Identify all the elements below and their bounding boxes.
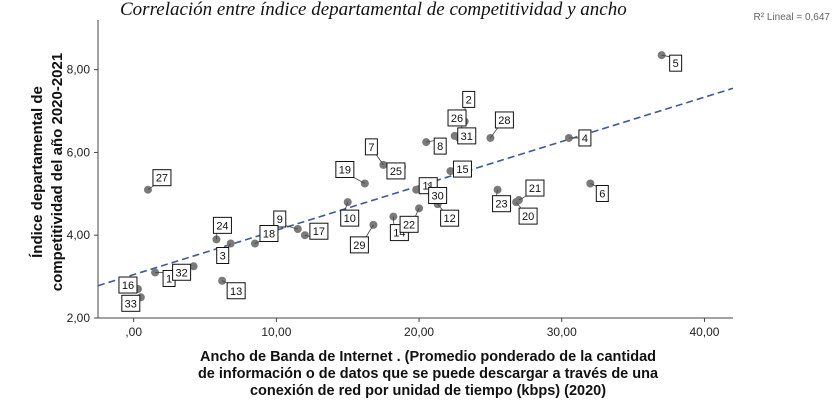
point-label: 9: [277, 214, 283, 226]
point-label: 1: [166, 273, 172, 285]
point-label: 11: [423, 181, 434, 193]
point-label: 7: [368, 142, 374, 154]
point-label-box: [428, 186, 448, 204]
point-label: 20: [522, 211, 534, 223]
point-label-box: [399, 215, 419, 233]
point-label-box: [462, 90, 476, 108]
point-label-box: [226, 282, 246, 300]
point-label-box: [340, 209, 360, 227]
point-label-box: [595, 184, 609, 202]
point-label: 18: [263, 229, 275, 241]
x-tick-label: 30,00: [547, 325, 577, 339]
chart-title: Correlación entre índice departamental d…: [120, 0, 627, 20]
y-tick-label: 2,00: [67, 311, 91, 325]
point-label: 31: [461, 131, 473, 143]
point-label-box: [259, 225, 279, 242]
x-axis-label-line-3: conexión de red por unidad de tiempo (kb…: [250, 383, 606, 399]
point-label-box: [457, 127, 477, 145]
x-tick-label: 10,00: [261, 325, 291, 339]
point-label-box: [118, 276, 138, 294]
point-label-box: [440, 209, 460, 227]
y-axis-label-line-2: competitividad del año 2020-2021: [49, 53, 66, 291]
y-tick-label: 6,00: [67, 145, 91, 159]
point-label: 17: [313, 226, 325, 238]
point-label: 26: [451, 113, 463, 125]
point-label: 22: [403, 219, 415, 231]
point-label: 13: [230, 286, 242, 298]
point-label: 2: [466, 94, 472, 106]
point-label: 28: [498, 115, 510, 127]
point-label-box: [152, 169, 172, 187]
point-label-box: [386, 162, 406, 180]
point-label-box: [452, 160, 472, 178]
data-point-32: [189, 262, 198, 271]
point-label: 27: [156, 173, 168, 185]
point-label-box: [121, 294, 141, 312]
point-label: 32: [175, 267, 187, 279]
point-label: 8: [437, 141, 443, 153]
point-label: 29: [353, 240, 365, 252]
y-tick-label: 4,00: [67, 228, 91, 242]
point-label-box: [172, 263, 192, 281]
point-label-box: [212, 216, 232, 234]
y-tick-label: 8,00: [67, 63, 91, 77]
x-axis-label-line-1: Ancho de Banda de Internet . (Promedio p…: [200, 349, 656, 365]
point-label: 12: [443, 213, 455, 225]
point-label: 16: [122, 280, 134, 292]
point-label-box: [447, 109, 467, 127]
point-label-box: [309, 222, 329, 240]
point-label-box: [518, 207, 538, 225]
point-label: 5: [673, 58, 679, 70]
point-label: 19: [339, 164, 351, 176]
point-label-box: [364, 138, 378, 156]
point-label: 24: [216, 220, 228, 232]
point-label: 21: [529, 183, 541, 195]
point-label-box: [433, 137, 447, 155]
data-point-15: [446, 167, 455, 176]
point-label-box: [492, 195, 512, 213]
point-label-box: [216, 247, 230, 264]
x-tick-label: 40,00: [689, 325, 719, 339]
point-label: 30: [432, 190, 444, 202]
y-axis-label-line-1: Índice departamental de: [29, 86, 46, 258]
y-axis-label: Índice departamental de competitividad d…: [29, 53, 66, 291]
point-label: 25: [390, 166, 402, 178]
point-label-box: [335, 160, 355, 178]
point-label: 10: [344, 213, 356, 225]
x-axis-label: Ancho de Banda de Internet . (Promedio p…: [198, 349, 659, 399]
point-label: 4: [582, 133, 588, 145]
x-tick-label: 20,00: [404, 325, 434, 339]
x-axis-label-line-2: de información o de datos que se puede d…: [198, 366, 659, 382]
point-label-box: [273, 210, 287, 228]
point-label-box: [578, 129, 592, 147]
point-label: 23: [495, 199, 507, 211]
r2-label: R² Lineal = 0,647: [754, 12, 831, 23]
x-tick-label: ,00: [125, 325, 142, 339]
point-label-box: [494, 111, 514, 129]
point-label: 3: [220, 251, 226, 263]
point-label: 33: [125, 298, 137, 310]
point-label-box: [525, 179, 545, 197]
point-label: 15: [456, 164, 468, 176]
point-label: 6: [599, 188, 605, 200]
point-label-box: [669, 54, 683, 72]
point-label-box: [349, 236, 369, 254]
axis-ticks: ,00 10,00 20,00 30,00 40,00 2,00 4,00 6,00 8,00: [67, 63, 720, 339]
data-point-11: [412, 185, 421, 194]
data-point-31: [450, 131, 459, 140]
